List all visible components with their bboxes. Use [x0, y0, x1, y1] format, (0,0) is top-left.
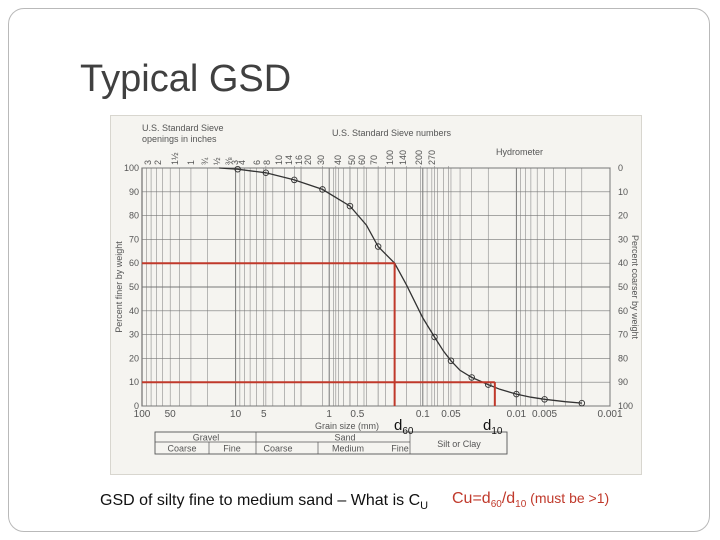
x-tick-label: 100	[134, 409, 151, 420]
y-tick-label: 10	[129, 377, 139, 387]
y-axis-title: Percent finer by weight	[114, 241, 124, 333]
sieve-inch-label: ⅜	[224, 157, 234, 165]
sieve-number-label: 50	[347, 155, 357, 165]
y-tick-label: 0	[134, 401, 139, 411]
soil-class-bottom: Coarse	[167, 444, 196, 454]
x-axis-title: Grain size (mm)	[315, 421, 379, 431]
y-tick-label: 20	[129, 353, 139, 363]
sieve-number-header: U.S. Standard Sieve numbers	[332, 128, 452, 138]
data-point	[541, 396, 548, 403]
x-tick-label: 10	[230, 409, 242, 420]
sieve-inch-label: 1	[186, 160, 196, 165]
y-tick-label: 50	[129, 282, 139, 292]
sieve-inch-label: ¾	[200, 157, 210, 165]
sieve-number-label: 40	[333, 155, 343, 165]
data-point	[578, 399, 586, 407]
chart-scan-background	[110, 115, 642, 475]
y-tick-label: 90	[129, 187, 139, 197]
soil-class-bottom: Fine	[223, 444, 241, 454]
sieve-number-label: 20	[303, 155, 313, 165]
sieve-number-label: 60	[357, 155, 367, 165]
soil-class-top: Silt or Clay	[437, 439, 481, 449]
sieve-inch-header-line2: openings in inches	[142, 134, 217, 144]
y-tick-label: 60	[129, 258, 139, 268]
y2-tick-label: 20	[618, 211, 628, 221]
sieve-number-label: 3	[230, 160, 240, 165]
y2-tick-label: 90	[618, 377, 628, 387]
gsd-curve	[219, 167, 582, 404]
data-point	[513, 390, 520, 398]
x-tick-label: 0.05	[441, 409, 461, 420]
data-point	[291, 176, 298, 184]
x-tick-label: 50	[165, 409, 177, 420]
y2-tick-label: 30	[618, 234, 628, 244]
data-point	[468, 374, 475, 381]
y2-tick-label: 60	[618, 306, 628, 316]
sieve-number-label: 14	[284, 155, 294, 165]
sieve-number-label: 10	[274, 155, 284, 165]
sieve-inch-label: ½	[212, 157, 222, 165]
uniformity-coefficient-formula: Cu=d60/d10 (must be >1)	[452, 490, 610, 511]
slide-frame	[8, 8, 710, 532]
x-tick-label: 0.001	[597, 409, 622, 420]
data-point	[234, 165, 241, 173]
y2-tick-label: 0	[618, 163, 623, 173]
slide-title: Typical GSD	[80, 58, 292, 100]
soil-class-table	[154, 431, 508, 455]
hydrometer-header: Hydrometer	[496, 147, 543, 157]
soil-class-top: Gravel	[193, 433, 220, 443]
sieve-inch-label: 1½	[170, 152, 180, 165]
sieve-number-label: 200	[414, 150, 424, 165]
data-point	[319, 186, 326, 193]
x-tick-label: 0.01	[507, 409, 527, 420]
sieve-number-label: 140	[398, 150, 408, 165]
y2-tick-label: 40	[618, 258, 628, 268]
y-tick-label: 80	[129, 211, 139, 221]
y2-tick-label: 80	[618, 353, 628, 363]
y2-tick-label: 50	[618, 282, 628, 292]
soil-class-bottom: Coarse	[263, 444, 292, 454]
data-point	[346, 202, 354, 210]
x-tick-label: 0.005	[532, 409, 557, 420]
sieve-number-label: 16	[294, 155, 304, 165]
data-point	[374, 243, 382, 250]
sieve-number-label: 270	[427, 150, 437, 165]
soil-class-bottom: Fine	[391, 444, 409, 454]
sieve-number-label: 70	[369, 155, 379, 165]
sieve-number-label: 6	[252, 160, 262, 165]
y-tick-label: 70	[129, 234, 139, 244]
y2-tick-label: 100	[618, 401, 633, 411]
sieve-number-label: 100	[385, 150, 395, 165]
data-point	[431, 333, 438, 341]
soil-class-top: Sand	[334, 433, 355, 443]
sieve-inch-label: 2	[153, 160, 163, 165]
y-tick-label: 100	[124, 163, 139, 173]
data-point	[447, 357, 455, 365]
y2-axis-title: Percent coarser by weight	[630, 235, 640, 340]
sieve-inch-header-line1: U.S. Standard Sieve	[142, 123, 224, 133]
sieve-number-label: 8	[262, 160, 272, 165]
x-tick-label: 0.1	[416, 409, 430, 420]
d10-label: d10	[483, 417, 503, 437]
sieve-number-label: 30	[316, 155, 326, 165]
data-point	[262, 169, 270, 177]
y2-tick-label: 10	[618, 187, 628, 197]
sieve-number-label: 4	[237, 160, 247, 165]
sieve-inch-label: 3	[143, 160, 153, 165]
x-tick-label: 0.5	[350, 409, 364, 420]
y-tick-label: 30	[129, 330, 139, 340]
y2-tick-label: 70	[618, 330, 628, 340]
x-tick-label: 1	[326, 409, 332, 420]
x-tick-label: 5	[261, 409, 267, 420]
d60-label: d60	[394, 417, 414, 437]
slide-caption: GSD of silty fine to medium sand – What …	[100, 492, 429, 513]
soil-class-bottom: Medium	[332, 444, 364, 454]
y-tick-label: 40	[129, 306, 139, 316]
